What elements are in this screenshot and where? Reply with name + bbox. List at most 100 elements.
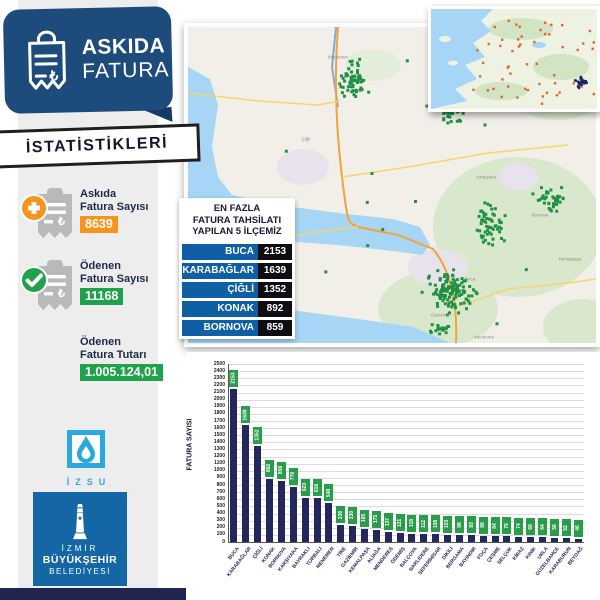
- table-row: KONAK 892: [182, 300, 292, 317]
- inset-dot: [476, 49, 479, 52]
- map-dot: [455, 291, 459, 295]
- map-dot: [451, 302, 455, 306]
- bar-value-label: 58: [549, 518, 559, 536]
- inset-dot: [492, 87, 495, 91]
- bar: [515, 536, 523, 542]
- bar: [384, 532, 392, 542]
- inset-dot: [478, 75, 482, 78]
- map-dot: [490, 207, 494, 211]
- district-value: 1352: [258, 281, 292, 298]
- bar: [361, 528, 368, 542]
- table-row: BUCA 2153: [182, 243, 292, 260]
- clock-tower-icon: [72, 503, 88, 539]
- map-dot: [351, 74, 355, 78]
- map-dot: [429, 329, 432, 333]
- map-dot: [478, 229, 482, 233]
- bar-value-label: 137: [383, 513, 393, 531]
- stat-label: Askıda: [80, 188, 117, 200]
- table-title-line: EN FAZLA: [213, 203, 261, 214]
- bar: [491, 536, 499, 542]
- map-dot: [499, 227, 503, 230]
- map-dot: [348, 82, 352, 86]
- map-dot: [558, 195, 562, 199]
- bar: [455, 535, 463, 542]
- map-dot: [555, 209, 559, 213]
- map-dot: [503, 214, 507, 218]
- inset-dot: [539, 28, 542, 32]
- y-tick-label: 1700: [213, 417, 225, 424]
- map-dot: [540, 186, 543, 190]
- map-dot: [324, 270, 328, 274]
- map-dot: [561, 197, 565, 201]
- map-dot: [356, 71, 360, 75]
- map-dot: [443, 273, 447, 277]
- bar: [479, 535, 487, 542]
- chart-gridline: [228, 435, 584, 437]
- map-dot: [500, 237, 503, 240]
- map-dot: [446, 121, 450, 125]
- bar-value-label: 108: [431, 515, 441, 533]
- map-dot: [549, 188, 553, 192]
- map-dot: [468, 285, 472, 288]
- map-dot: [441, 286, 445, 290]
- y-tick-label: 1900: [213, 403, 225, 410]
- map-dot: [441, 299, 445, 303]
- map-dot: [362, 78, 366, 82]
- map-dot: [558, 200, 562, 204]
- map-dot: [452, 286, 456, 290]
- map-dot: [436, 324, 440, 327]
- map-dot: [358, 88, 362, 92]
- map-dot: [552, 202, 556, 206]
- inset-dot: [535, 62, 538, 65]
- district-name: ÇİĞLİ: [227, 283, 254, 295]
- bar-value-label: 236: [336, 506, 346, 524]
- chart-gridline: [228, 477, 584, 479]
- bar-value-label: 112: [419, 515, 429, 532]
- chart-gridline: [228, 428, 584, 430]
- inset-dot: [487, 42, 490, 46]
- ibb-line1: İZMİR: [61, 543, 99, 553]
- bar: [301, 497, 309, 542]
- map-dot: [460, 277, 464, 281]
- map-dot: [487, 217, 491, 221]
- map-dot: [480, 209, 484, 213]
- svg-text:₺: ₺: [57, 288, 65, 300]
- map-dot: [491, 227, 495, 231]
- map-dot: [354, 79, 358, 83]
- chart-gridline: [228, 413, 584, 415]
- inset-dot: [553, 82, 557, 85]
- map-dot: [483, 123, 487, 127]
- map-dot: [434, 290, 437, 294]
- bar-value-label: 776: [288, 467, 298, 485]
- map-dot: [425, 104, 429, 108]
- inset-dot: [561, 45, 564, 49]
- map-dot: [438, 290, 442, 294]
- map-dot: [446, 298, 450, 302]
- map-dot: [482, 211, 486, 215]
- map-dot: [438, 332, 442, 336]
- map-dot: [356, 64, 360, 68]
- inset-dot-layer: [472, 19, 595, 105]
- map-dot: [482, 219, 486, 223]
- bar: [408, 533, 416, 542]
- inset-water: [431, 9, 493, 109]
- stat-label: Ödenen: [80, 336, 121, 348]
- stat-odenen-fatura-sayisi: ₺ Ödenen Fatura Sayısı 11168: [20, 256, 172, 319]
- map-dot: [486, 228, 489, 232]
- map-dot: [484, 212, 488, 216]
- map-place-label: Buca: [464, 276, 476, 282]
- inset-dot: [588, 29, 592, 33]
- inset-dot: [472, 88, 475, 91]
- table-row: ÇİĞLİ 1352: [182, 281, 292, 298]
- inset-dot: [580, 85, 583, 88]
- map-dot: [484, 220, 488, 224]
- map-dot: [338, 82, 342, 86]
- map-dot: [477, 214, 481, 218]
- bar: [349, 525, 357, 542]
- map-dot: [430, 323, 434, 327]
- map-dot: [350, 59, 354, 63]
- bar-value-label: 1352: [253, 426, 263, 444]
- bar: [420, 534, 428, 542]
- map-dot: [454, 306, 457, 310]
